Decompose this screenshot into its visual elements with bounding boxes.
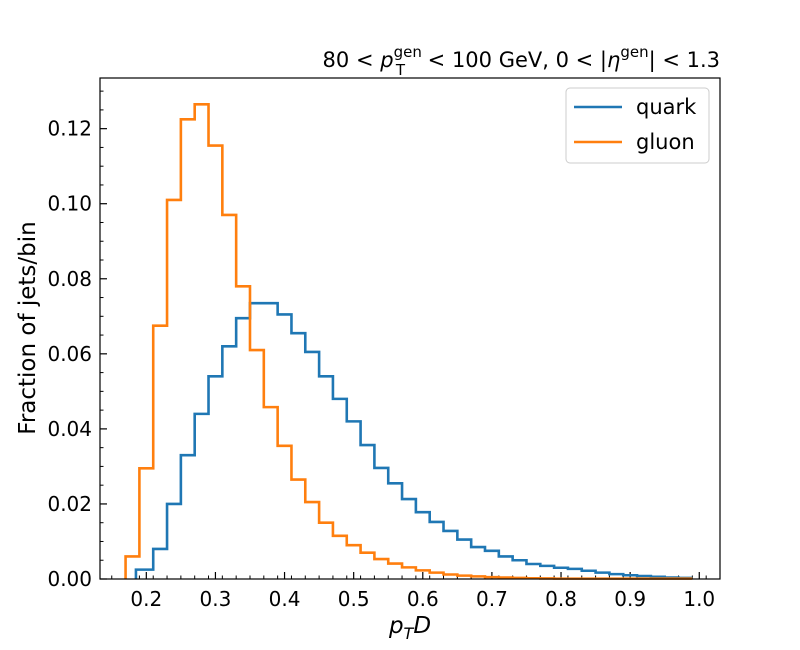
title-mid: < 100 GeV, 0 < | [421,48,607,73]
x-axis-label-rest: D [413,613,431,639]
x-tick-label: 0.8 [545,587,577,611]
x-tick-label: 0.9 [614,587,646,611]
title-suffix: | < 1.3 [649,48,720,73]
title-var1-sup: gen [394,43,422,61]
series-layer [124,102,693,580]
title-var1-base: p [379,48,393,72]
title-var2-base: η [607,48,620,72]
series-line-quark [134,301,693,580]
y-axis-label: Fraction of jets/bin [15,221,41,434]
legend-label-gluon: gluon [636,130,695,154]
legend: quark gluon [565,87,710,164]
x-tick-label: 0.2 [130,587,162,611]
y-tick-label: 0.00 [47,567,92,591]
y-tick-label: 0.02 [47,492,92,516]
x-tick-label: 0.7 [476,587,508,611]
title-var2-sup: gen [620,43,648,61]
y-tick-label: 0.06 [47,342,92,366]
series-line-gluon [124,102,693,580]
legend-label-quark: quark [636,95,697,119]
x-tick-label: 0.4 [269,587,301,611]
x-tick-label: 1.0 [683,587,715,611]
y-tick-label: 0.08 [47,267,92,291]
x-axis-label: pTD [388,613,431,643]
tick-layer: 0.2 0.3 0.4 0.5 0.6 0.7 0.8 0.9 1.0 0.00 0.02 0.04 0… [47,90,715,611]
x-axis-label-sub: T [404,624,415,643]
y-tick-label: 0.04 [47,417,92,441]
y-tick-label: 0.10 [47,192,92,216]
title-prefix: 80 < [323,48,381,72]
x-tick-label: 0.5 [338,587,370,611]
title-var1-sub: T [395,61,406,79]
x-tick-label: 0.3 [200,587,232,611]
plot-frame [99,77,721,580]
chart-title: 80 < pgen T < 100 GeV, 0 < |ηgen| < 1.3 [323,43,720,79]
x-axis-label-base: p [388,613,404,639]
x-tick-label: 0.6 [407,587,439,611]
y-tick-label: 0.12 [47,117,92,141]
